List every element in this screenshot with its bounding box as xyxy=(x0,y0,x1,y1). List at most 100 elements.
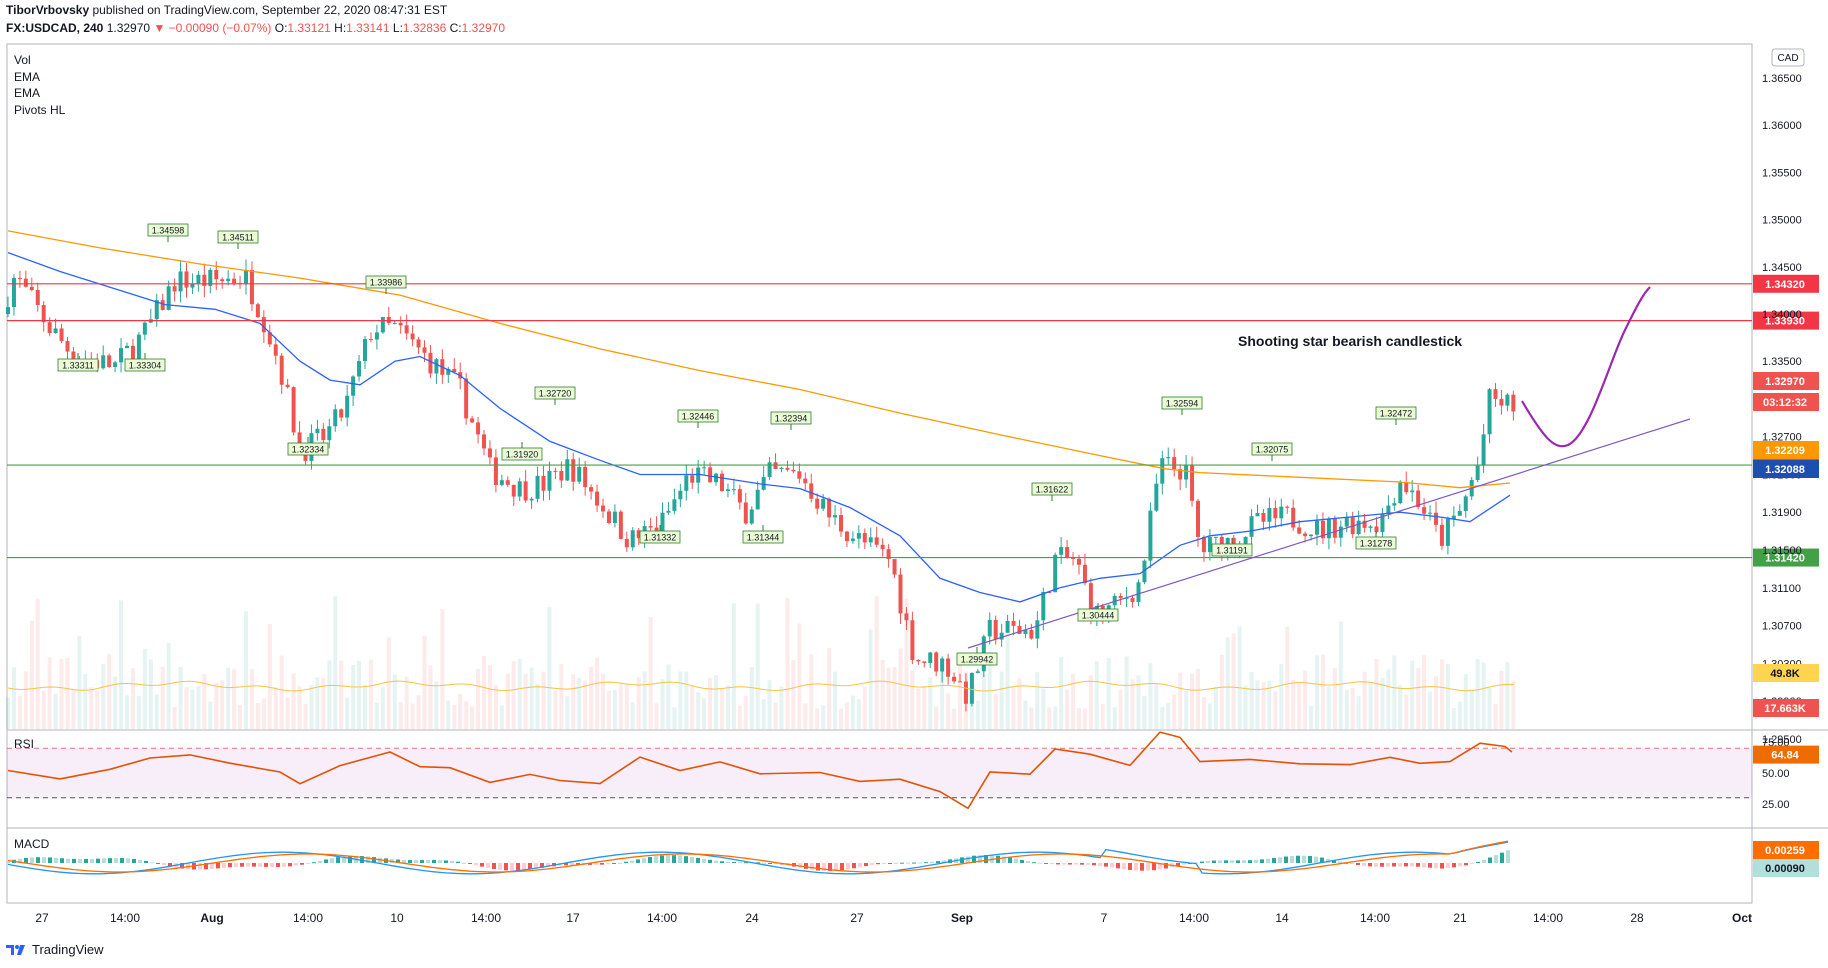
macd-hist-bar xyxy=(1002,856,1006,863)
rsi-pane-title[interactable]: RSI xyxy=(14,737,35,751)
legend-item-ema[interactable]: EMA xyxy=(14,86,41,100)
volume-bar xyxy=(797,623,802,729)
macd-hist-bar xyxy=(1506,850,1510,863)
candle-body xyxy=(589,487,594,492)
close-value: 1.32970 xyxy=(461,21,506,35)
legend-item-pivots[interactable]: Pivots HL xyxy=(14,102,66,117)
volume-bar xyxy=(1118,689,1123,729)
macd-hist-bar xyxy=(1440,863,1444,869)
pivot-label: 1.33304 xyxy=(124,353,166,372)
macd-hist-bar xyxy=(816,863,820,871)
symbol-timeframe[interactable]: FX:USDCAD, 240 xyxy=(6,21,104,35)
macd-hist-bar xyxy=(1392,863,1396,867)
macd-hist-bar xyxy=(342,856,346,863)
candle-body xyxy=(315,428,320,434)
candle-body xyxy=(470,418,475,423)
tradingview-logo[interactable]: TradingView xyxy=(6,942,104,957)
volume-bar xyxy=(101,663,106,729)
legend-item-vol[interactable]: Vol xyxy=(14,53,31,67)
legend-item-ema[interactable]: EMA xyxy=(14,69,41,84)
macd-hist-bar xyxy=(768,863,772,864)
pivot-label: 1.32472 xyxy=(1375,406,1417,425)
pivot-label: 1.31191 xyxy=(1211,538,1253,557)
candle-body xyxy=(1035,620,1040,639)
candle-body xyxy=(779,467,784,469)
macd-hist-bar xyxy=(1386,863,1390,867)
pivot-label: 1.32720 xyxy=(534,386,576,405)
macd-hist-bar xyxy=(1470,863,1474,864)
candle-body xyxy=(1130,597,1135,602)
time-axis-label: 14:00 xyxy=(471,911,501,925)
candle-body xyxy=(725,489,730,492)
macd-pane-title[interactable]: MACD xyxy=(14,837,50,851)
candle-body xyxy=(297,432,302,450)
volume-bar xyxy=(648,617,653,729)
candle-body xyxy=(1422,507,1427,514)
candle-body xyxy=(357,361,362,377)
candle-body xyxy=(1190,464,1195,501)
volume-bar xyxy=(892,667,897,729)
macd-hist-bar xyxy=(414,860,418,863)
candle-body xyxy=(1279,506,1284,519)
volume-bar xyxy=(434,681,439,729)
macd-hist-bar xyxy=(624,861,628,863)
volume-bar xyxy=(761,699,766,729)
volume-bar xyxy=(987,657,992,729)
macd-hist-bar xyxy=(246,863,250,867)
volume-bar xyxy=(660,678,665,729)
candle-body xyxy=(1291,507,1296,528)
price-axis-label: 1.30700 xyxy=(1762,621,1802,633)
volume-bar xyxy=(773,702,778,729)
candle-body xyxy=(1481,434,1486,466)
macd-hist-bar xyxy=(492,863,496,869)
price-axis-label: 1.36500 xyxy=(1762,73,1802,85)
volume-bar xyxy=(416,695,421,729)
volume-bar xyxy=(606,690,611,729)
volume-bar xyxy=(1106,658,1111,729)
volume-bar xyxy=(184,687,189,729)
price-tag xyxy=(1753,699,1819,717)
macd-hist-bar xyxy=(642,858,646,863)
macd-hist-bar xyxy=(120,858,124,863)
candle-body xyxy=(1332,518,1337,538)
tradingview-brand: TradingView xyxy=(32,942,104,957)
candle-body xyxy=(624,538,629,548)
volume-bar xyxy=(1410,660,1415,729)
pivot-label: 1.32394 xyxy=(770,411,812,430)
candle-body xyxy=(1315,520,1319,535)
volume-bar xyxy=(821,705,826,729)
volume-bar xyxy=(541,671,546,729)
volume-bar xyxy=(125,695,129,729)
author-name[interactable]: TiborVrbovsky xyxy=(6,3,90,17)
volume-bar xyxy=(743,695,748,729)
volume-bar xyxy=(1207,703,1212,729)
volume-bar xyxy=(190,689,195,729)
candle-body xyxy=(499,480,504,485)
macd-hist-bar xyxy=(312,862,316,864)
volume-bar xyxy=(17,695,22,729)
volume-bar xyxy=(1386,669,1391,729)
volume-bar xyxy=(1011,686,1016,729)
volume-bar xyxy=(1172,694,1177,729)
candle-body xyxy=(1493,389,1498,399)
time-axis-label: 14:00 xyxy=(1179,911,1209,925)
volume-bar xyxy=(749,667,754,729)
candle-body xyxy=(731,489,736,491)
macd-hist-bar xyxy=(1110,863,1114,868)
pivot-label-text: 1.32075 xyxy=(1256,445,1289,455)
volume-bar xyxy=(1309,705,1314,729)
candle-body xyxy=(1124,597,1129,599)
candle-body xyxy=(833,515,838,518)
macd-hist-bar xyxy=(1044,863,1048,864)
volume-bar xyxy=(1487,687,1492,729)
macd-hist-bar xyxy=(1446,863,1450,869)
volume-bar xyxy=(1356,696,1361,729)
candle-body xyxy=(333,409,338,427)
macd-hist-bar xyxy=(906,862,910,864)
candle-body xyxy=(1207,537,1212,553)
macd-hist-bar xyxy=(546,863,550,868)
volume-bar xyxy=(1029,707,1034,729)
volume-bar xyxy=(1320,654,1325,729)
candle-body xyxy=(910,620,915,661)
